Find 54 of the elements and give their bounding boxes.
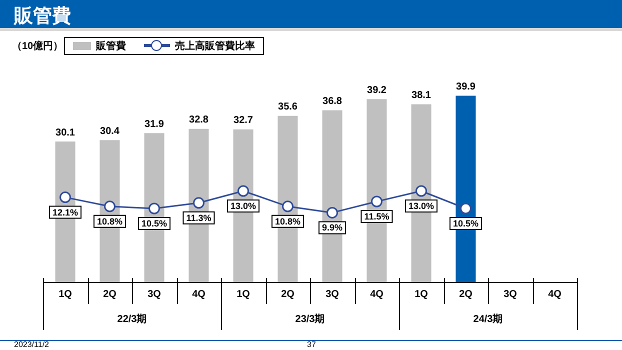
point (193, 197, 204, 209)
y-axis-title: （10億円） (12, 40, 64, 53)
bar (366, 99, 387, 282)
point (460, 202, 472, 214)
x-tick-label: 2Q (459, 288, 473, 300)
data-label: 11.5% (364, 211, 390, 222)
data-label: 39.9 (456, 82, 476, 93)
point (371, 196, 382, 208)
point (238, 185, 249, 197)
point (148, 202, 160, 214)
data-label: 35.6 (278, 102, 298, 113)
data-label: 30.1 (56, 127, 76, 138)
data-label: 11.3% (186, 212, 212, 223)
data-label: 9.9% (322, 222, 343, 233)
point (60, 192, 71, 204)
data-label: 12.1% (52, 207, 78, 218)
x-tick-label: 3Q (504, 288, 518, 300)
data-label: 36.8 (322, 96, 342, 108)
x-tick-label: 3Q (148, 288, 162, 300)
chart-title: 販管費 (14, 5, 71, 29)
text: 24/3期 (473, 312, 503, 325)
x-tick-label: 4Q (192, 288, 206, 300)
data-label: 10.8% (96, 216, 123, 226)
text: 37 (307, 340, 316, 349)
text: 22/3期 (117, 312, 147, 325)
point (326, 206, 338, 218)
data-label: 10.8% (274, 216, 301, 226)
x-tick-label: 4Q (548, 288, 562, 300)
legend-label: 販管費 (96, 40, 126, 53)
x-tick-label: 1Q (236, 288, 250, 300)
legend-label: 売上高販管費比率 (175, 39, 255, 53)
x-tick-label: 4Q (370, 288, 384, 300)
text: 2023/11/2 (14, 340, 49, 349)
x-tick-label: 1Q (414, 288, 428, 300)
x-tick-label: 2Q (281, 288, 295, 300)
data-label: 13.0% (230, 200, 256, 211)
data-label: 32.7 (234, 115, 254, 126)
bar (188, 128, 209, 282)
data-label: 31.9 (144, 118, 164, 130)
data-label: 10.5% (141, 218, 168, 228)
data-label: 39.2 (367, 84, 387, 96)
data-label: 32.8 (189, 114, 209, 126)
data-label: 13.0% (408, 200, 434, 211)
point (282, 200, 294, 212)
bar (322, 110, 342, 282)
x-tick-label: 1Q (58, 288, 72, 300)
x-tick-label: 3Q (326, 288, 340, 300)
data-label: 10.5% (452, 218, 479, 228)
x-tick-label: 2Q (103, 288, 117, 300)
point (416, 185, 427, 197)
data-label: 30.4 (100, 126, 120, 137)
text: 23/3期 (295, 312, 325, 325)
point (104, 200, 116, 212)
data-label: 38.1 (412, 90, 432, 101)
